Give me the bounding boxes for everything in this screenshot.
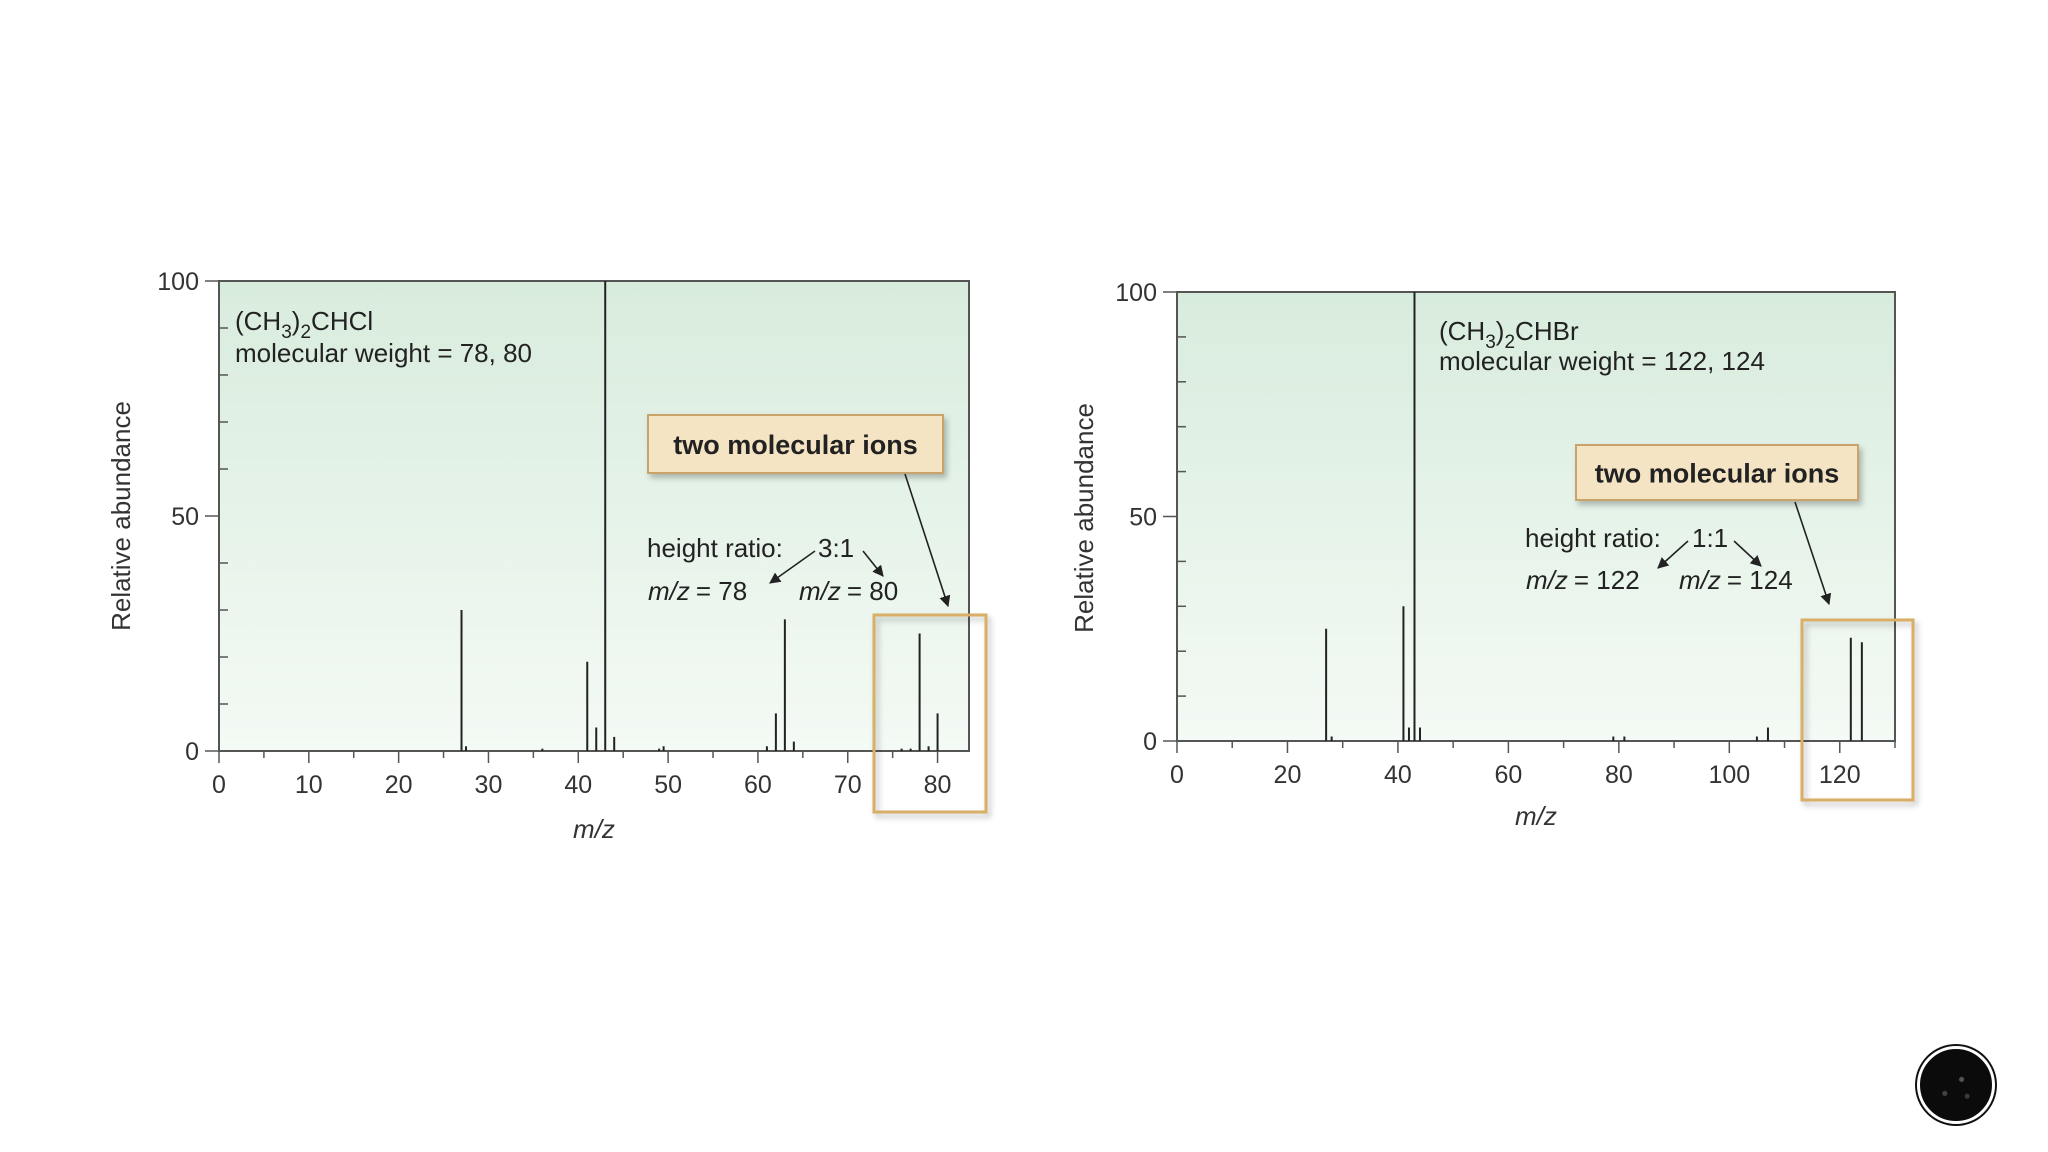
plot-area — [218, 280, 970, 752]
ion-mass: = 78 — [696, 576, 747, 606]
y-tick-label: 100 — [1115, 279, 1157, 307]
x-tick-label: 60 — [744, 771, 772, 799]
x-tick-label: 60 — [1494, 761, 1522, 789]
formula-part: 2 — [300, 322, 311, 343]
ion-mass: = 80 — [847, 576, 898, 606]
y-tick-label: 100 — [157, 268, 199, 296]
ratio-value: 1:1 — [1692, 523, 1728, 553]
y-tick-label: 50 — [171, 503, 199, 531]
mz-prefix: m/z — [1679, 565, 1721, 595]
ion-mass: = 122 — [1574, 565, 1640, 595]
ion-label-2: m/z = 124 — [1679, 565, 1793, 595]
compound-formula: (CH3)2CHBr — [1439, 316, 1579, 353]
ratio-arrow-left — [1657, 540, 1689, 569]
ratio-arrow-right — [1733, 540, 1762, 567]
x-tick-label: 40 — [564, 771, 592, 799]
formula-part: ) — [292, 306, 301, 336]
callout-box — [1575, 444, 1859, 501]
formula-part: 3 — [1485, 332, 1496, 353]
callout-label: two molecular ions — [1595, 459, 1840, 489]
molecular-ion-highlight — [1800, 618, 1915, 802]
y-axis-title: Relative abundance — [106, 401, 136, 631]
ion-label-1: m/z = 78 — [648, 576, 747, 606]
callout-arrow — [1794, 501, 1832, 606]
formula-part: CHCl — [311, 306, 373, 336]
callout-label: two molecular ions — [673, 430, 918, 460]
formula-part: (CH — [1439, 316, 1485, 346]
x-tick-label: 20 — [385, 771, 413, 799]
molecular-weight: molecular weight = 122, 124 — [1439, 346, 1765, 376]
ratio-arrow-left — [769, 550, 816, 584]
ratio-label: height ratio: — [647, 533, 783, 563]
molecular-ion-highlight — [872, 613, 988, 814]
y-tick-label: 0 — [185, 738, 199, 766]
record-icon — [1928, 1057, 1984, 1113]
formula-part: 2 — [1504, 332, 1515, 353]
x-axis-title: m/z — [573, 814, 615, 844]
ratio-value: 3:1 — [818, 533, 854, 563]
formula-part: ) — [1496, 316, 1505, 346]
ion-label-1: m/z = 122 — [1526, 565, 1640, 595]
mz-prefix: m/z — [648, 576, 690, 606]
ion-label-2: m/z = 80 — [799, 576, 898, 606]
x-tick-label: 20 — [1274, 761, 1302, 789]
x-tick-label: 70 — [834, 771, 862, 799]
chart-2: 0 50 100 0 20 40 60 80 100 120 Relative abundance m… — [1069, 279, 1915, 831]
formula-part: (CH — [235, 306, 281, 336]
x-tick-label: 0 — [212, 771, 226, 799]
mz-prefix: m/z — [1526, 565, 1568, 595]
x-axis-title: m/z — [1515, 801, 1557, 831]
mz-prefix: m/z — [799, 576, 841, 606]
plot-area — [1176, 291, 1896, 742]
callout-arrow — [904, 473, 951, 608]
y-tick-label: 50 — [1129, 504, 1157, 532]
x-tick-label: 40 — [1384, 761, 1412, 789]
y-tick-label: 0 — [1143, 728, 1157, 756]
x-tick-label: 80 — [1605, 761, 1633, 789]
x-tick-label: 0 — [1170, 761, 1184, 789]
chart-1: 0 50 100 0 10 20 30 40 50 60 70 80 Relative abundanc… — [106, 268, 988, 844]
formula-part: CHBr — [1515, 316, 1579, 346]
callout-box — [647, 414, 944, 474]
x-tick-label: 80 — [924, 771, 952, 799]
x-tick-label: 30 — [475, 771, 503, 799]
compound-formula: (CH3)2CHCl — [235, 306, 373, 343]
record-button[interactable] — [1917, 1046, 1995, 1124]
y-axis-title: Relative abundance — [1069, 403, 1099, 633]
ion-mass: = 124 — [1727, 565, 1793, 595]
x-tick-label: 100 — [1708, 761, 1750, 789]
molecular-weight: molecular weight = 78, 80 — [235, 338, 532, 368]
formula-part: 3 — [281, 322, 292, 343]
x-tick-label: 50 — [654, 771, 682, 799]
ratio-label: height ratio: — [1525, 523, 1661, 553]
ratio-arrow-right — [862, 550, 884, 577]
x-tick-label: 120 — [1819, 761, 1861, 789]
x-tick-label: 10 — [295, 771, 323, 799]
